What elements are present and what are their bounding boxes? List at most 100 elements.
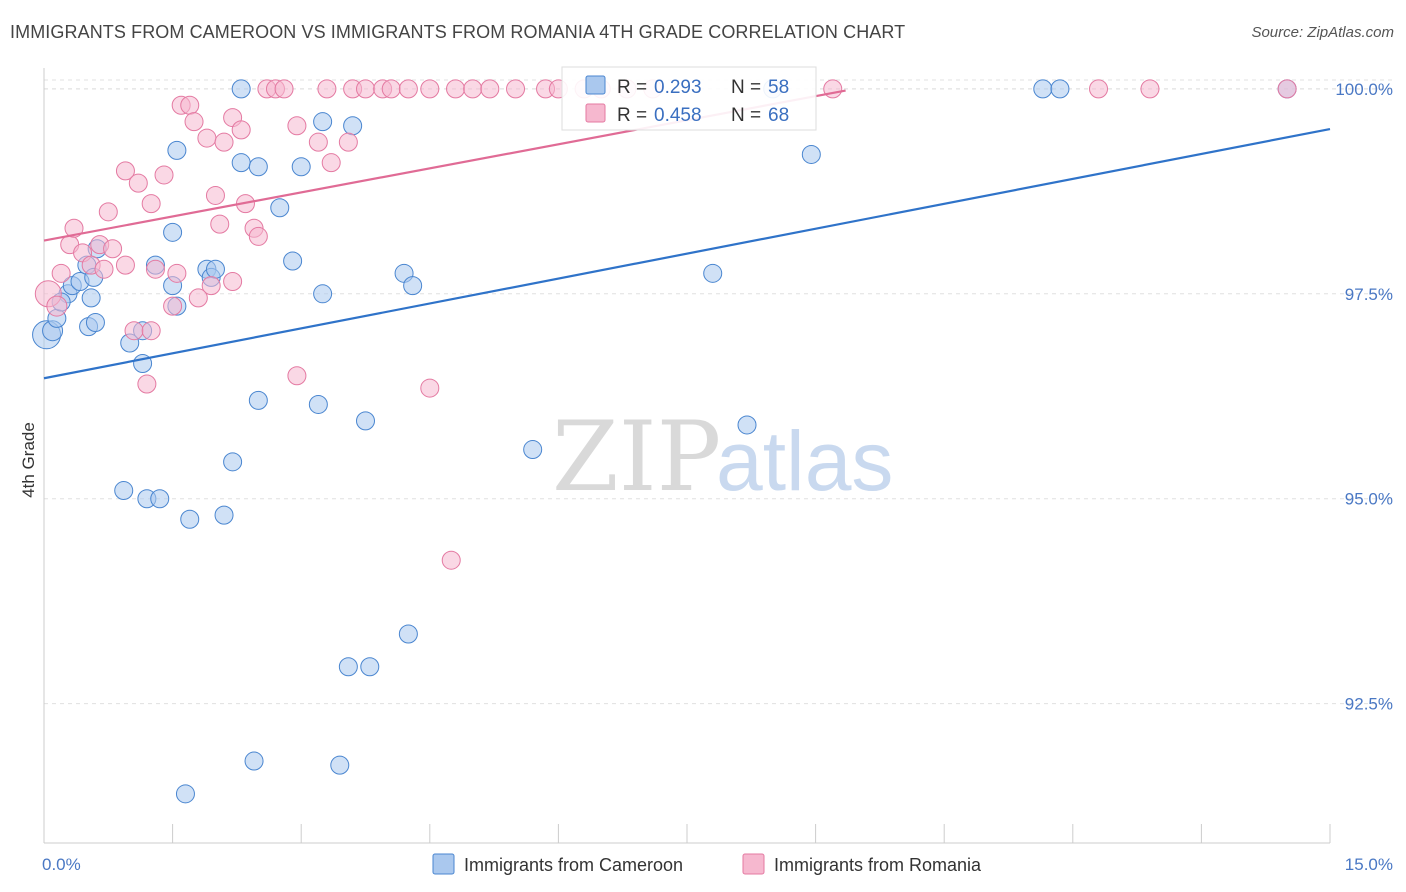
- romania-point: [231, 120, 251, 140]
- romania-point: [197, 128, 217, 148]
- grid-lines: [44, 79, 1394, 705]
- romania-point: [141, 321, 161, 341]
- cameroon-point: [231, 79, 251, 99]
- stats-r-value-romania: 0.458: [654, 105, 702, 126]
- stats-swatch-romania: [585, 103, 606, 123]
- romania-point: [420, 79, 440, 99]
- cameroon-point: [403, 276, 423, 296]
- romania-point: [64, 218, 84, 238]
- cameroon-point: [398, 624, 418, 644]
- romania-point: [145, 259, 165, 279]
- stats-n-value-romania: 68: [768, 105, 789, 126]
- romania-point: [188, 288, 208, 308]
- chart-title: IMMIGRANTS FROM CAMEROON VS IMMIGRANTS F…: [10, 22, 906, 42]
- cameroon-point: [85, 312, 105, 332]
- cameroon-point: [343, 116, 363, 136]
- series-romania-points: [34, 79, 1297, 570]
- romania-point: [308, 132, 328, 152]
- romania-point: [163, 296, 183, 316]
- romania-point: [103, 239, 123, 259]
- romania-point: [287, 366, 307, 386]
- cameroon-point: [283, 251, 303, 271]
- stats-r-value-cameroon: 0.293: [654, 77, 702, 98]
- romania-point: [205, 185, 225, 205]
- romania-point: [1277, 79, 1297, 99]
- legend-label-cameroon: Immigrants from Cameroon: [464, 855, 683, 875]
- romania-point: [317, 79, 337, 99]
- romania-point: [115, 161, 135, 181]
- romania-point: [51, 263, 71, 283]
- romania-point: [274, 79, 294, 99]
- romania-point: [180, 95, 200, 115]
- romania-point: [98, 202, 118, 222]
- cameroon-point: [231, 153, 251, 173]
- stats-r-label-cameroon: R =: [617, 77, 647, 98]
- romania-point: [94, 259, 114, 279]
- cameroon-point: [356, 411, 375, 431]
- cameroon-point: [737, 415, 757, 435]
- romania-point: [167, 263, 187, 283]
- legend-label-romania: Immigrants from Romania: [774, 855, 982, 875]
- cameroon-point: [330, 755, 350, 775]
- romania-point: [137, 374, 157, 394]
- y-tick-labels: 92.5% 95.0% 97.5% 100.0%: [1335, 80, 1393, 714]
- cameroon-point: [291, 157, 311, 177]
- stats-n-label-romania: N =: [731, 105, 761, 126]
- y-tick-label: 100.0%: [1335, 80, 1393, 99]
- romania-point: [321, 153, 341, 173]
- romania-point: [287, 116, 307, 136]
- cameroon-point: [81, 288, 101, 308]
- romania-point: [210, 214, 230, 234]
- stats-legend: R = 0.293 N = 58 R = 0.458 N = 68: [561, 66, 817, 131]
- cameroon-point: [313, 112, 333, 132]
- cameroon-point: [360, 657, 380, 677]
- watermark: ZIP atlas: [552, 401, 893, 513]
- stats-swatch-cameroon: [585, 75, 606, 95]
- romania-point: [46, 295, 68, 317]
- legend-swatch-cameroon: [432, 853, 455, 875]
- cameroon-point: [523, 440, 543, 460]
- axes: [43, 68, 1331, 844]
- romania-point: [463, 79, 483, 99]
- cameroon-point: [270, 198, 290, 218]
- romania-point: [1089, 79, 1109, 99]
- cameroon-point: [248, 157, 268, 177]
- cameroon-point: [801, 144, 821, 164]
- stats-n-label-cameroon: N =: [731, 77, 761, 98]
- y-tick-label: 92.5%: [1345, 695, 1393, 714]
- romania-point: [398, 79, 418, 99]
- romania-point: [381, 79, 401, 99]
- stats-r-label-romania: R =: [617, 105, 647, 126]
- cameroon-point: [248, 390, 268, 410]
- cameroon-point: [114, 481, 134, 501]
- legend-swatch-romania: [742, 853, 765, 875]
- romania-point: [506, 79, 526, 99]
- cameroon-point: [163, 222, 183, 242]
- y-tick-label: 95.0%: [1345, 490, 1393, 509]
- cameroon-point: [205, 259, 225, 279]
- cameroon-point: [167, 140, 187, 160]
- romania-point: [115, 255, 135, 275]
- y-axis-label: 4th Grade: [19, 422, 38, 498]
- romania-point: [356, 79, 375, 99]
- romania-point: [480, 79, 500, 99]
- romania-point: [141, 194, 161, 214]
- romania-point: [184, 112, 204, 132]
- watermark-zip: ZIP: [552, 401, 721, 513]
- cameroon-point: [150, 489, 170, 509]
- cameroon-point: [180, 509, 200, 529]
- cameroon-point: [1050, 79, 1070, 99]
- cameroon-point: [313, 284, 333, 304]
- romania-point: [441, 550, 461, 570]
- x-tick-label-min: 0.0%: [42, 855, 81, 874]
- romania-point: [420, 378, 440, 398]
- cameroon-point: [1033, 79, 1053, 99]
- romania-point: [446, 79, 466, 99]
- cameroon-point: [175, 784, 195, 804]
- cameroon-point: [338, 657, 358, 677]
- romania-point: [223, 272, 243, 292]
- romania-point: [214, 132, 234, 152]
- cameroon-point: [244, 751, 264, 771]
- y-tick-label: 97.5%: [1345, 285, 1393, 304]
